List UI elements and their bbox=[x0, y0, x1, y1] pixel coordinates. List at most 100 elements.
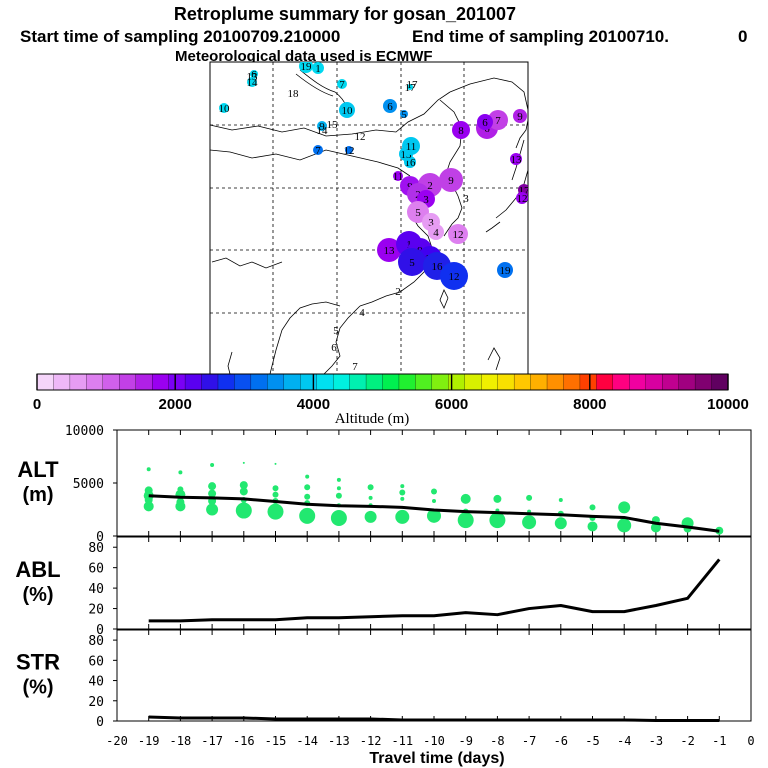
map-marker-dot bbox=[510, 153, 522, 165]
x-axis-label: Travel time (days) bbox=[369, 750, 504, 767]
y-tick-label: 20 bbox=[88, 603, 104, 618]
map-marker-label: 5 bbox=[409, 257, 415, 269]
colorbar-cell bbox=[678, 373, 696, 391]
colorbar-tick-label: 8000 bbox=[573, 396, 606, 413]
x-tick-label: -1 bbox=[712, 734, 726, 748]
panel-abl: 0 20 40 60 80 ABL(%) bbox=[15, 536, 752, 638]
time-series-panels: 0500010000ALT(m)020406080ABL(%)020406080… bbox=[15, 424, 754, 767]
colorbar-cell bbox=[481, 373, 499, 391]
start-time-label: Start time of sampling 20100709.210000 bbox=[20, 27, 340, 46]
colorbar-ticks: 0 2000 4000 6000 8000 10000 bbox=[33, 374, 749, 413]
colorbar-cell bbox=[250, 373, 268, 391]
x-tick-label: -2 bbox=[680, 734, 694, 748]
map-text-label: 14 bbox=[317, 125, 329, 137]
colorbar-tick-label: 2000 bbox=[159, 396, 192, 413]
map-marker: 10 bbox=[219, 103, 230, 115]
alt-scatter-point bbox=[143, 501, 154, 512]
map-marker-dot bbox=[219, 103, 229, 113]
map-text-label: 17 bbox=[407, 79, 419, 91]
map-marker-label: 11 bbox=[393, 171, 404, 183]
alt-scatter-point bbox=[431, 488, 437, 495]
map-marker-label: 17 bbox=[519, 185, 531, 197]
colorbar-cell bbox=[398, 373, 416, 391]
map-marker: 19 bbox=[299, 62, 313, 73]
colorbar-cell bbox=[629, 373, 647, 391]
alt-scatter-point bbox=[267, 503, 284, 520]
colorbar-cell bbox=[135, 373, 153, 391]
alt-scatter-point bbox=[460, 493, 471, 504]
alt-scatter-point bbox=[235, 502, 252, 519]
alt-scatter-point bbox=[617, 518, 632, 533]
map-marker-label: 12 bbox=[517, 193, 528, 205]
series-line-alt bbox=[148, 494, 720, 533]
map-marker-dot bbox=[407, 84, 413, 90]
alt-scatter-point bbox=[208, 489, 217, 498]
map-gridlines bbox=[210, 62, 528, 374]
alt-scatter-point bbox=[242, 461, 245, 464]
alt-scatter-point bbox=[299, 507, 316, 524]
x-tick-label: -7 bbox=[522, 734, 536, 748]
y-tick-label: 60 bbox=[88, 562, 104, 577]
map-marker-dot bbox=[516, 192, 528, 204]
colorbar-tick-label: 4000 bbox=[297, 396, 330, 413]
alt-scatter-point bbox=[272, 491, 279, 498]
alt-scatter-point bbox=[400, 484, 405, 489]
map-marker: 1 bbox=[312, 62, 324, 75]
map-marker-dot bbox=[428, 224, 444, 240]
x-tick-label: -13 bbox=[328, 734, 350, 748]
alt-scatter-point bbox=[367, 484, 374, 491]
colorbar-tick-label: 0 bbox=[33, 396, 41, 413]
map-marker: 5 bbox=[398, 248, 426, 276]
map-text-label: 3 bbox=[463, 193, 469, 205]
map-marker: 6 bbox=[477, 114, 493, 130]
colorbar-cell bbox=[694, 373, 713, 391]
panel-yunit: (m) bbox=[22, 484, 53, 506]
alt-scatter-point bbox=[522, 515, 537, 530]
map-marker: 7 bbox=[337, 79, 347, 91]
alt-scatter-point bbox=[400, 496, 405, 501]
alt-scatter-point bbox=[335, 492, 342, 499]
map-marker-label: 6 bbox=[251, 69, 257, 81]
map-coastlines bbox=[210, 69, 528, 374]
map-marker-label: 7 bbox=[495, 115, 501, 127]
map-marker-dot bbox=[452, 121, 470, 139]
map-marker: 9 bbox=[513, 109, 527, 123]
panel-ylabel: ABL bbox=[15, 557, 60, 582]
map-text-label: 12 bbox=[355, 131, 366, 143]
map-marker-dot bbox=[488, 110, 508, 130]
colorbar-cell bbox=[234, 373, 252, 391]
map-marker-label: 5 bbox=[415, 207, 421, 219]
map-marker-dot bbox=[383, 99, 397, 113]
map-marker-label: 16 bbox=[432, 261, 444, 273]
colorbar-cell bbox=[267, 373, 285, 391]
map-marker-label: 6 bbox=[387, 101, 393, 113]
map-marker-dot bbox=[497, 262, 513, 278]
alt-scatter-point bbox=[493, 494, 502, 503]
map-marker: 12 bbox=[516, 192, 528, 205]
map-marker-label: 9 bbox=[319, 121, 325, 133]
map-marker-label: 13 bbox=[384, 245, 396, 257]
map-marker-label: 12 bbox=[453, 229, 464, 241]
colorbar-cell bbox=[662, 373, 680, 391]
map-markers: 1916147171010659712161311867910613171211… bbox=[219, 62, 531, 290]
map-text-label: 5 bbox=[333, 325, 339, 337]
x-tick-label: -10 bbox=[423, 734, 445, 748]
map-marker-label: 17 bbox=[405, 82, 417, 94]
panel-frame bbox=[116, 629, 752, 722]
alt-scatter-point bbox=[399, 489, 406, 496]
map-marker-label: 9 bbox=[448, 175, 454, 187]
panel-yunit: (%) bbox=[22, 677, 53, 699]
map-marker-dot bbox=[345, 146, 353, 154]
colorbar-cell bbox=[217, 373, 235, 391]
colorbar-cell bbox=[711, 373, 729, 391]
colorbar-cell bbox=[596, 373, 614, 391]
map-marker-label: 8 bbox=[458, 125, 464, 137]
alt-scatter-point bbox=[210, 462, 215, 467]
colorbar-axis-label: Altitude (m) bbox=[335, 411, 410, 427]
x-tick-label: -15 bbox=[265, 734, 287, 748]
colorbar-cell bbox=[563, 373, 581, 391]
colorbar-cell bbox=[69, 373, 87, 391]
map-marker-label: 13 bbox=[511, 154, 523, 166]
alt-scatter-point bbox=[175, 501, 186, 512]
